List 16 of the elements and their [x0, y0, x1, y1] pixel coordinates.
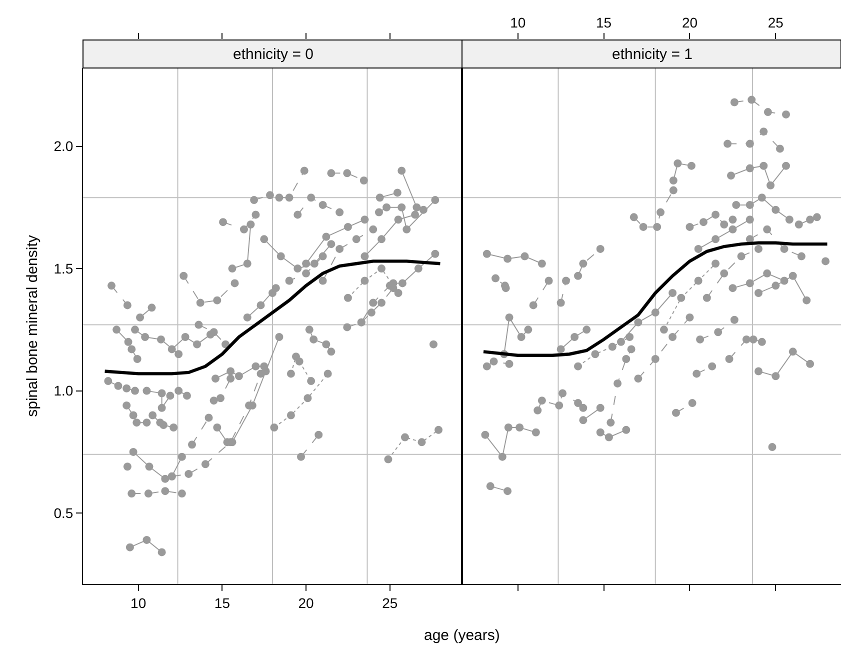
x-tick-label: 20	[298, 594, 314, 611]
y-axis-title: spinal bone mineral density	[24, 234, 41, 417]
y-tick-label: 1.5	[54, 260, 74, 276]
x-tick-label: 25	[382, 594, 398, 611]
x-tick-label: 20	[682, 14, 698, 30]
x-tick-label: 10	[510, 14, 526, 30]
x-tick-label: 10	[130, 594, 146, 611]
x-axis-title: age (years)	[424, 627, 500, 644]
y-tick-label: 2.0	[54, 138, 74, 154]
y-tick-label: 0.5	[54, 504, 74, 521]
x-tick-label: 15	[596, 14, 612, 30]
chart-title: ethnicity = 0	[233, 46, 314, 63]
y-tick-label: 1.0	[54, 382, 74, 399]
x-tick-label: 25	[768, 14, 784, 30]
x-tick-label: 15	[214, 594, 230, 611]
chart-title: ethnicity = 1	[612, 46, 692, 63]
